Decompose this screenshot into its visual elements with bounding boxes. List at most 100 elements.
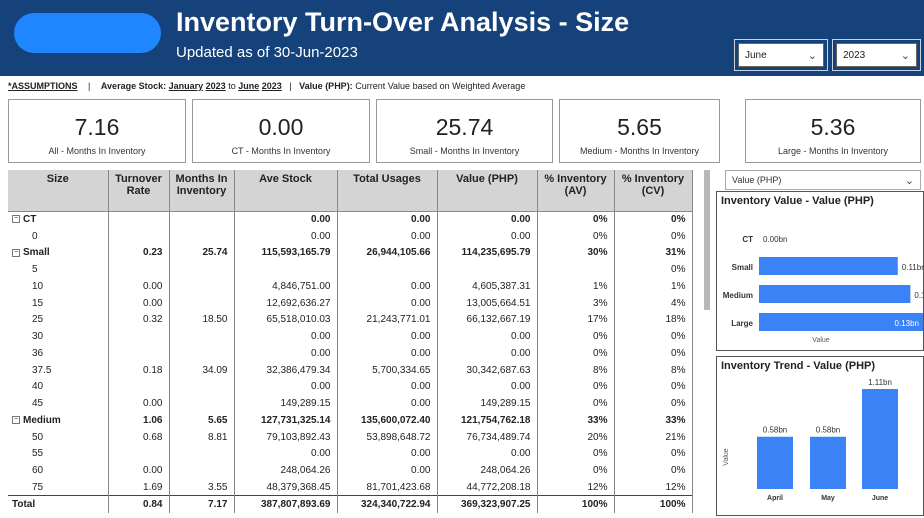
chevron-down-icon[interactable]: ⌄ xyxy=(900,49,910,62)
category-label: Medium xyxy=(723,291,753,300)
cell-mi xyxy=(169,462,235,479)
cell-size: 36 xyxy=(8,345,109,362)
cell-size: 30 xyxy=(8,328,109,345)
size-label: Small xyxy=(23,247,50,259)
collapse-icon[interactable]: − xyxy=(12,248,20,257)
cell-us: 81,701,423.68 xyxy=(337,479,438,496)
col-header-pct-cv[interactable]: % Inventory (CV) xyxy=(614,170,693,212)
cell-cv: 21% xyxy=(614,428,693,446)
cell-size: − Medium xyxy=(8,412,109,429)
month-slicer[interactable]: June ⌄ xyxy=(734,39,828,71)
col-header-ave-stock[interactable]: Ave Stock xyxy=(234,170,338,212)
cell-mi xyxy=(169,445,235,463)
cell-av: 0% xyxy=(537,227,615,245)
cell-tr: 1.06 xyxy=(108,412,170,429)
cell-cv: 31% xyxy=(614,244,693,262)
data-label: 1.11bn xyxy=(868,378,892,387)
inventory-value-chart: CT 0.00bn Small 0.11bn Medium 0.12bn Large 0.13… xyxy=(723,235,924,344)
kpi-card-large: 5.36 Large - Months In Inventory xyxy=(745,99,921,163)
avg-from-year[interactable]: 2023 xyxy=(205,81,226,91)
cell-val: 4,605,387.31 xyxy=(437,278,538,295)
col-header-months[interactable]: Months In Inventory xyxy=(169,170,235,212)
col-header-turnover[interactable]: Turnover Rate xyxy=(108,170,170,212)
avg-from-month[interactable]: January xyxy=(168,81,204,91)
cell-ave: 4,846,751.00 xyxy=(234,278,338,295)
kpi-value: 5.65 xyxy=(617,114,662,140)
kpi-card-medium: 5.65 Medium - Months In Inventory xyxy=(559,99,720,163)
data-label: 0.00bn xyxy=(763,235,787,244)
cell-av: 0% xyxy=(537,378,615,396)
category-label: Large xyxy=(731,319,753,328)
cell-tr xyxy=(108,345,170,362)
col-header-size[interactable]: Size xyxy=(8,170,109,212)
cell-tr xyxy=(108,227,170,245)
cell-us: 0.00 xyxy=(337,294,438,312)
matrix-header-row: Size Turnover Rate Months In Inventory Ave… xyxy=(8,170,693,212)
cell-us: 135,600,072.40 xyxy=(337,412,438,429)
table-total-row[interactable]: Total 0.84 7.17 387,807,893.69 324,340,722.9… xyxy=(8,495,693,513)
table-group-row[interactable]: − Medium 1.06 5.65 127,731,325.14 135,600,072… xyxy=(8,412,693,429)
measure-dropdown[interactable]: Value (PHP) ⌄ xyxy=(725,170,921,190)
cell-cv: 8% xyxy=(614,361,693,379)
table-row[interactable]: 5 0% xyxy=(8,261,693,278)
cell-ave: 0.00 xyxy=(234,211,338,228)
table-row[interactable]: 37.5 0.18 34.09 32,386,479.34 5,700,334.65 30… xyxy=(8,361,693,379)
cell-av: 33% xyxy=(537,412,615,429)
company-logo xyxy=(14,13,161,53)
cell-ave: 12,692,636.27 xyxy=(234,294,338,312)
month-slicer-box[interactable]: June ⌄ xyxy=(738,43,824,67)
collapse-icon[interactable]: − xyxy=(12,416,20,425)
cell-mi xyxy=(169,328,235,345)
col-header-pct-av[interactable]: % Inventory (AV) xyxy=(537,170,615,212)
table-row[interactable]: 50 0.68 8.81 79,103,892.43 53,898,648.72 76,7… xyxy=(8,428,693,446)
inventory-matrix: Size Turnover Rate Months In Inventory Ave… xyxy=(8,170,711,513)
kpi-value: 5.36 xyxy=(810,114,856,140)
table-row[interactable]: 40 0.00 0.00 0.00 0% 0% xyxy=(8,378,693,396)
table-row[interactable]: 25 0.32 18.50 65,518,010.03 21,243,771.01 66,… xyxy=(8,311,693,329)
kpi-label: All - Months In Inventory xyxy=(48,146,146,156)
cell-val: 0.00 xyxy=(437,211,538,228)
inventory-value-panel: Inventory Value - Value (PHP) CT 0.00bn Sm… xyxy=(716,191,924,351)
cell-ave: 0.00 xyxy=(234,378,338,396)
avg-to-month[interactable]: June xyxy=(238,81,260,91)
avg-to-year[interactable]: 2023 xyxy=(261,81,282,91)
matrix-body: − CT 0.00 0.00 0.00 0% 0% 0 0.00 0.00 0.00 0% 0% − Sma… xyxy=(8,211,693,513)
table-row[interactable]: 10 0.00 4,846,751.00 0.00 4,605,387.31 1% 1% xyxy=(8,278,693,295)
cell-cv: 0% xyxy=(614,345,693,362)
cell-cv: 0% xyxy=(614,462,693,479)
table-row[interactable]: 55 0.00 0.00 0.00 0% 0% xyxy=(8,445,693,463)
table-row[interactable]: 15 0.00 12,692,636.27 0.00 13,005,664.51 3% 4% xyxy=(8,294,693,312)
cell-tr: 1.69 xyxy=(108,479,170,496)
cell-mi xyxy=(169,211,235,228)
cell-tr xyxy=(108,378,170,396)
table-row[interactable]: 45 0.00 149,289.15 0.00 149,289.15 0% 0% xyxy=(8,395,693,412)
table-row[interactable]: 30 0.00 0.00 0.00 0% 0% xyxy=(8,328,693,345)
bar xyxy=(862,389,898,489)
measure-dropdown-value: Value (PHP) xyxy=(732,175,782,185)
table-row[interactable]: 0 0.00 0.00 0.00 0% 0% xyxy=(8,227,693,245)
col-header-value[interactable]: Value (PHP) xyxy=(437,170,538,212)
inventory-trend-panel: Inventory Trend - Value (PHP) Value 0.58b… xyxy=(716,356,924,516)
collapse-icon[interactable]: − xyxy=(12,215,20,224)
cell-us: 0.00 xyxy=(337,445,438,463)
table-group-row[interactable]: − Small 0.23 25.74 115,593,165.79 26,944,105.… xyxy=(8,244,693,262)
table-scrollbar[interactable] xyxy=(704,170,710,310)
cell-us: 0.00 xyxy=(337,378,438,396)
size-label: 10 xyxy=(32,280,44,292)
table-row[interactable]: 36 0.00 0.00 0.00 0% 0% xyxy=(8,345,693,362)
table-row[interactable]: 75 1.69 3.55 48,379,368.45 81,701,423.68 44,7… xyxy=(8,479,693,496)
cell-tr xyxy=(108,445,170,463)
cell-size: 5 xyxy=(8,261,109,278)
chevron-down-icon[interactable]: ⌄ xyxy=(904,174,914,187)
year-slicer-box[interactable]: 2023 ⌄ xyxy=(836,43,917,67)
col-header-total-usages[interactable]: Total Usages xyxy=(337,170,438,212)
table-row[interactable]: 60 0.00 248,064.26 0.00 248,064.26 0% 0% xyxy=(8,462,693,479)
chevron-down-icon[interactable]: ⌄ xyxy=(807,49,817,62)
cell-ave: 79,103,892.43 xyxy=(234,428,338,446)
table-group-row[interactable]: − CT 0.00 0.00 0.00 0% 0% xyxy=(8,211,693,228)
year-slicer[interactable]: 2023 ⌄ xyxy=(832,39,921,71)
cell-us: 26,944,105.66 xyxy=(337,244,438,262)
cell-us: 0.00 xyxy=(337,211,438,228)
size-label: 50 xyxy=(32,431,44,443)
cell-av: 30% xyxy=(537,244,615,262)
